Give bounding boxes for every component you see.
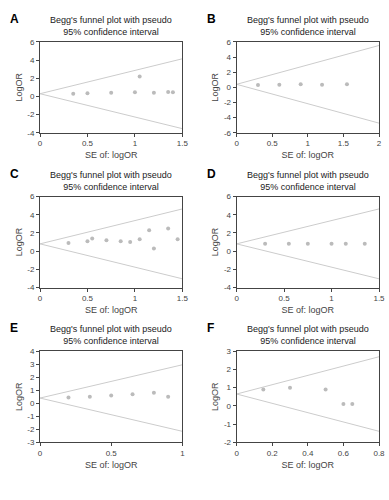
svg-text:Begg's funnel plot with pseudo: Begg's funnel plot with pseudo95% confid… bbox=[50, 324, 172, 346]
svg-text:Begg's funnel plot with pseudo: Begg's funnel plot with pseudo95% confid… bbox=[50, 170, 172, 192]
svg-text:SE of: logOR: SE of: logOR bbox=[85, 460, 138, 470]
svg-text:-2: -2 bbox=[224, 98, 232, 107]
svg-text:0: 0 bbox=[30, 399, 35, 408]
svg-text:LogOR: LogOR bbox=[210, 382, 220, 411]
svg-text:-1: -1 bbox=[224, 420, 232, 429]
svg-text:-3: -3 bbox=[27, 438, 35, 447]
svg-text:Begg's funnel plot with pseudo: Begg's funnel plot with pseudo95% confid… bbox=[247, 15, 369, 37]
svg-text:3: 3 bbox=[227, 347, 232, 356]
svg-text:0: 0 bbox=[234, 139, 239, 148]
svg-text:0: 0 bbox=[30, 92, 35, 101]
svg-text:E: E bbox=[10, 321, 18, 335]
svg-text:1: 1 bbox=[227, 383, 232, 392]
svg-text:0: 0 bbox=[227, 402, 232, 411]
svg-text:-2: -2 bbox=[27, 265, 35, 274]
svg-text:SE of: logOR: SE of: logOR bbox=[282, 150, 335, 160]
svg-text:-2: -2 bbox=[224, 265, 232, 274]
svg-text:-2: -2 bbox=[27, 110, 35, 119]
svg-text:SE of: logOR: SE of: logOR bbox=[85, 305, 138, 315]
svg-text:2: 2 bbox=[227, 365, 232, 374]
svg-text:0.5: 0.5 bbox=[267, 139, 279, 148]
svg-text:C: C bbox=[10, 167, 19, 181]
svg-text:0: 0 bbox=[30, 247, 35, 256]
svg-text:0.4: 0.4 bbox=[302, 449, 314, 458]
svg-text:0: 0 bbox=[227, 247, 232, 256]
svg-text:2: 2 bbox=[227, 229, 232, 238]
svg-text:0.5: 0.5 bbox=[82, 139, 94, 148]
svg-text:2: 2 bbox=[227, 68, 232, 77]
svg-text:-2: -2 bbox=[27, 425, 35, 434]
svg-text:0.8: 0.8 bbox=[373, 449, 385, 458]
svg-text:1.5: 1.5 bbox=[338, 139, 350, 148]
svg-text:D: D bbox=[207, 167, 216, 181]
svg-text:B: B bbox=[207, 12, 216, 26]
svg-text:SE of: logOR: SE of: logOR bbox=[85, 150, 138, 160]
svg-text:0.2: 0.2 bbox=[267, 449, 279, 458]
svg-text:LogOR: LogOR bbox=[14, 382, 24, 411]
svg-text:1.5: 1.5 bbox=[373, 294, 385, 303]
svg-text:Begg's funnel plot with pseudo: Begg's funnel plot with pseudo95% confid… bbox=[247, 324, 369, 346]
svg-text:LogOR: LogOR bbox=[14, 73, 24, 102]
svg-text:1.5: 1.5 bbox=[177, 294, 189, 303]
svg-text:SE of: logOR: SE of: logOR bbox=[282, 305, 335, 315]
svg-text:-4: -4 bbox=[224, 113, 232, 122]
svg-text:1: 1 bbox=[180, 449, 185, 458]
svg-text:Begg's funnel plot with pseudo: Begg's funnel plot with pseudo95% confid… bbox=[247, 170, 369, 192]
svg-text:6: 6 bbox=[30, 192, 35, 201]
svg-text:0.5: 0.5 bbox=[82, 294, 94, 303]
svg-text:1.5: 1.5 bbox=[177, 139, 189, 148]
svg-text:LogOR: LogOR bbox=[14, 227, 24, 256]
svg-text:6: 6 bbox=[227, 192, 232, 201]
svg-text:0: 0 bbox=[234, 449, 239, 458]
svg-text:LogOR: LogOR bbox=[210, 227, 220, 256]
svg-text:0: 0 bbox=[234, 294, 239, 303]
svg-text:4: 4 bbox=[227, 211, 232, 220]
svg-text:0: 0 bbox=[227, 83, 232, 92]
svg-text:2: 2 bbox=[377, 139, 382, 148]
svg-text:F: F bbox=[207, 321, 214, 335]
svg-text:1: 1 bbox=[306, 139, 311, 148]
svg-text:4: 4 bbox=[30, 56, 35, 65]
svg-text:SE of: logOR: SE of: logOR bbox=[282, 460, 335, 470]
svg-text:-4: -4 bbox=[27, 283, 35, 292]
svg-text:2: 2 bbox=[30, 74, 35, 83]
svg-text:1: 1 bbox=[133, 139, 138, 148]
svg-text:0: 0 bbox=[38, 294, 43, 303]
svg-text:-4: -4 bbox=[224, 283, 232, 292]
svg-text:4: 4 bbox=[30, 347, 35, 356]
svg-text:0: 0 bbox=[38, 139, 43, 148]
svg-text:1: 1 bbox=[329, 294, 334, 303]
svg-text:6: 6 bbox=[30, 38, 35, 47]
svg-text:6: 6 bbox=[227, 38, 232, 47]
svg-text:4: 4 bbox=[227, 53, 232, 62]
svg-text:3: 3 bbox=[30, 360, 35, 369]
svg-text:0: 0 bbox=[38, 449, 43, 458]
svg-text:Begg's funnel plot with pseudo: Begg's funnel plot with pseudo95% confid… bbox=[50, 15, 172, 37]
svg-text:0.5: 0.5 bbox=[106, 449, 118, 458]
svg-text:-2: -2 bbox=[224, 438, 232, 447]
svg-text:2: 2 bbox=[30, 229, 35, 238]
svg-text:-6: -6 bbox=[224, 129, 232, 138]
svg-text:1: 1 bbox=[30, 386, 35, 395]
svg-text:4: 4 bbox=[30, 211, 35, 220]
svg-text:2: 2 bbox=[30, 373, 35, 382]
svg-text:-4: -4 bbox=[27, 129, 35, 138]
svg-text:-1: -1 bbox=[27, 412, 35, 421]
svg-text:0.6: 0.6 bbox=[338, 449, 350, 458]
svg-text:1: 1 bbox=[133, 294, 138, 303]
svg-text:LogOR: LogOR bbox=[210, 73, 220, 102]
svg-text:0.5: 0.5 bbox=[279, 294, 291, 303]
svg-text:A: A bbox=[10, 12, 19, 26]
